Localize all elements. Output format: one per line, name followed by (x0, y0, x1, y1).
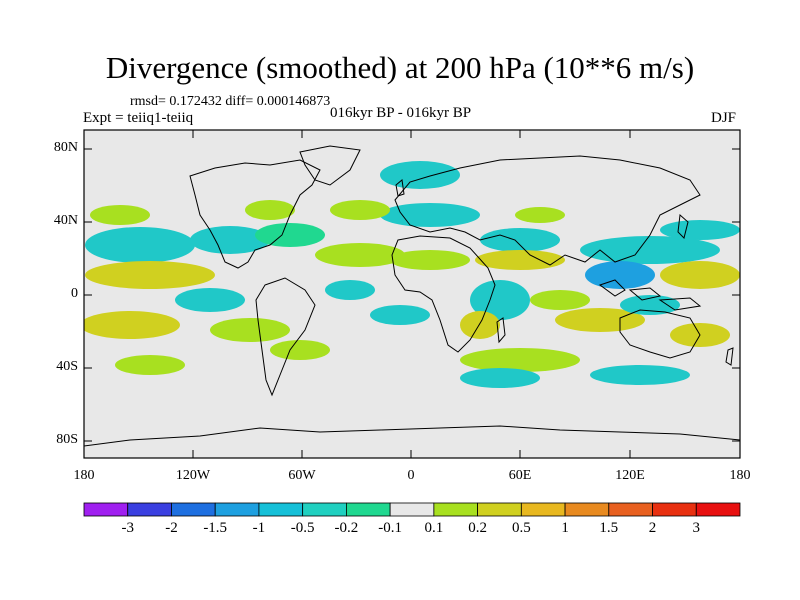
latitude-tick-label: 0 (71, 286, 78, 301)
colorbar-swatch (652, 502, 697, 517)
plot-title: Divergence (smoothed) at 200 hPa (10**6 … (105, 50, 695, 85)
colorbar-swatch (389, 502, 435, 517)
field-contour-region (530, 290, 590, 310)
experiment-label: Expt = teiiq1-teiiq (83, 110, 194, 126)
map-frame (83, 129, 741, 459)
latitude-tick-label: 40S (56, 359, 78, 374)
field-contour-region (325, 280, 375, 300)
field-contour-region (480, 228, 560, 252)
colorbar-swatch (345, 502, 391, 517)
field-contour-region (590, 365, 690, 385)
longitude-tick-label: 120E (615, 468, 645, 483)
coastlines (84, 145, 740, 447)
field-contour-region (255, 223, 325, 247)
longitude-tick-label: 180 (73, 468, 95, 483)
field-contour-region (460, 311, 500, 339)
field-contour-region (370, 305, 430, 325)
period-label: 016kyr BP - 016kyr BP (330, 105, 472, 121)
field-contour-region (210, 318, 290, 342)
colorbar-swatch (83, 502, 129, 517)
field-contour-region (190, 226, 270, 254)
season-label: DJF (711, 110, 737, 126)
colorbar-swatch (608, 502, 653, 517)
field-contour-region (270, 340, 330, 360)
latitude-tick-label: 80S (56, 432, 78, 447)
field-contour-region (175, 288, 245, 312)
colorbar-label: 2 (648, 520, 657, 536)
field-contour-region (475, 250, 565, 270)
field-contour-region (84, 311, 180, 339)
field-contour-region (580, 236, 720, 264)
colorbar-label: 0.2 (468, 520, 487, 536)
colorbar-label: 1.5 (599, 520, 619, 536)
colorbar-swatch (171, 502, 216, 517)
colorbar-label: -0.1 (378, 520, 402, 536)
colorbar-swatch (433, 502, 479, 517)
latitude-tick-label: 80N (53, 140, 78, 155)
colorbar-label: 3 (692, 520, 701, 536)
divergence-field (84, 161, 740, 388)
stats-text: rmsd= 0.172432 diff= 0.000146873 (130, 94, 331, 109)
colorbar-label: -0.2 (334, 520, 359, 536)
colorbar-swatch (214, 502, 260, 517)
field-contour-region (585, 261, 655, 289)
field-contour-region (390, 250, 470, 270)
field-contour-region (85, 261, 215, 289)
colorbar-label: 0.5 (511, 520, 531, 536)
field-contour-region (90, 205, 150, 225)
field-contour-region (660, 261, 740, 289)
field-contour-region (460, 368, 540, 388)
colorbar-label: 0.1 (424, 520, 444, 536)
field-contour-region (330, 200, 390, 220)
colorbar-label: -2 (165, 520, 178, 536)
field-contour-region (245, 200, 295, 220)
colorbar-label: -1.5 (203, 520, 228, 536)
longitude-tick-label: 0 (407, 468, 415, 483)
latitude-tick-label: 40N (53, 213, 78, 228)
longitude-tick-label: 60W (288, 468, 316, 483)
field-contour-region (515, 207, 565, 223)
longitude-tick-label: 60E (508, 468, 532, 483)
field-contour-region (460, 348, 580, 372)
field-contour-region (380, 203, 480, 227)
colorbar-swatch (258, 502, 304, 517)
colorbar-swatch (477, 502, 522, 517)
colorbar (83, 502, 741, 517)
map-plot-area (84, 130, 740, 458)
colorbar-swatch (302, 502, 347, 517)
colorbar-swatch (564, 502, 610, 517)
colorbar-label: 1 (561, 520, 569, 536)
colorbar-swatch (127, 502, 172, 517)
field-contour-region (115, 355, 185, 375)
field-contour-region (380, 161, 460, 189)
field-contour-region (315, 243, 405, 267)
longitude-tick-label: 180 (729, 468, 751, 483)
field-contour-region (660, 220, 740, 240)
field-contour-region (470, 280, 530, 320)
colorbar-swatch (695, 502, 741, 517)
axis-ticks (83, 130, 741, 458)
colorbar-label: -1 (252, 520, 266, 536)
colorbar-label: -3 (121, 520, 134, 536)
field-contour-region (555, 308, 645, 332)
colorbar-label: -0.5 (290, 520, 315, 536)
longitude-tick-label: 120W (175, 468, 211, 483)
field-contour-region (85, 227, 195, 263)
colorbar-swatch (520, 502, 566, 517)
